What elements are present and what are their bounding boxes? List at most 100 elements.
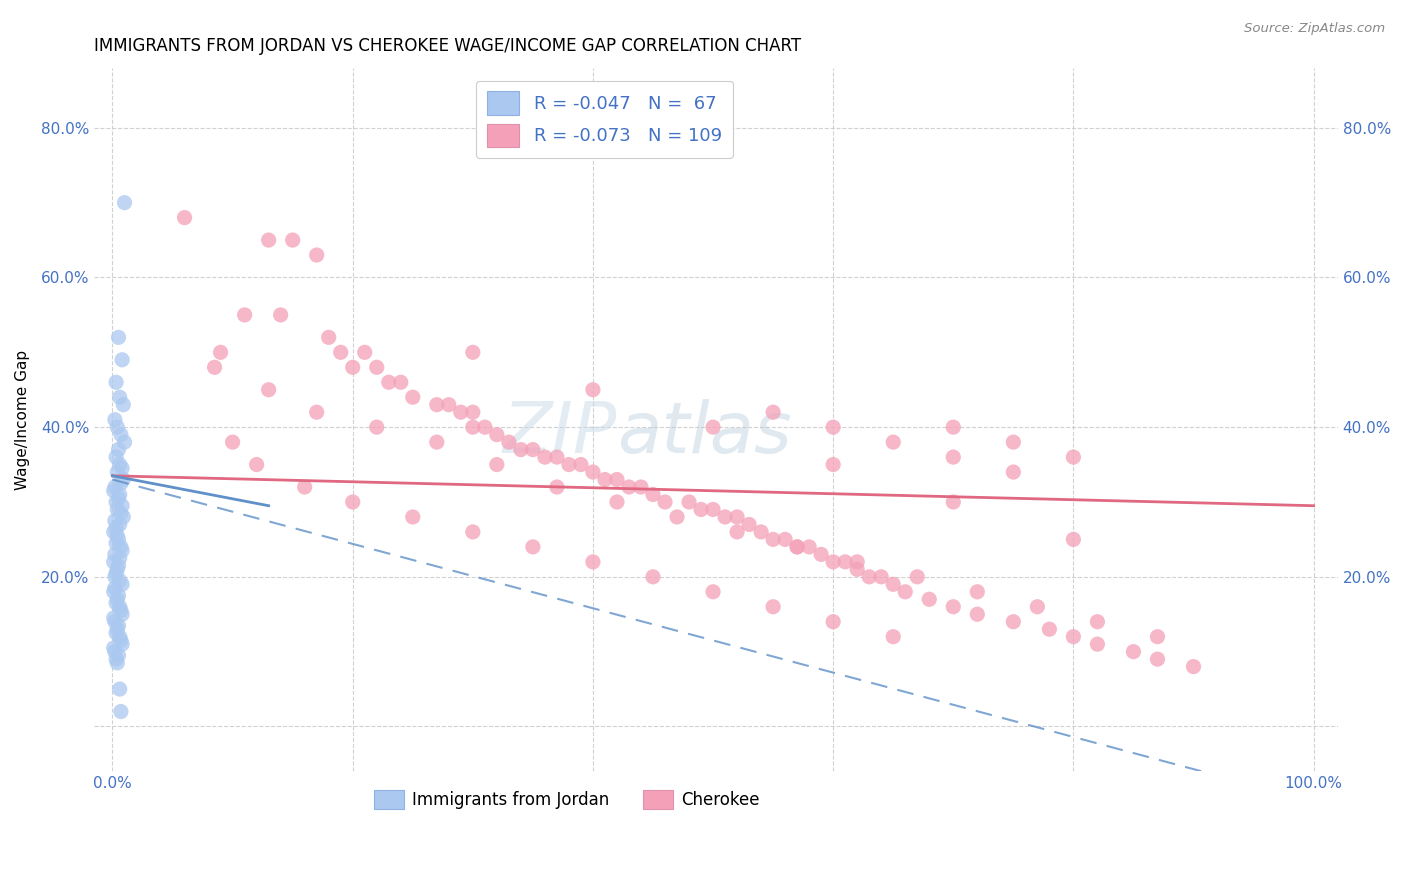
Point [108,390,131,404]
Point [104,514,127,528]
Point [108,487,131,501]
Point [107,533,129,547]
Point [105,450,128,464]
Point [474,420,496,434]
Point [112,510,135,524]
Point [108,574,131,588]
Point [834,555,856,569]
Point [110,540,132,554]
Point [104,547,127,561]
Point [103,555,125,569]
Point [402,510,425,524]
Point [353,345,375,359]
Point [1038,622,1060,636]
Point [221,435,243,450]
Point [485,458,508,472]
Point [846,562,869,576]
Point [762,533,785,547]
Point [105,656,128,670]
Point [233,308,256,322]
Point [702,502,724,516]
Point [582,555,605,569]
Point [1026,599,1049,614]
Point [108,681,131,696]
Point [112,473,135,487]
Point [105,562,128,576]
Point [725,524,748,539]
Point [389,376,412,390]
Point [702,420,724,434]
Point [110,705,132,719]
Point [107,618,129,632]
Point [522,442,544,457]
Text: IMMIGRANTS FROM JORDAN VS CHEROKEE WAGE/INCOME GAP CORRELATION CHART: IMMIGRANTS FROM JORDAN VS CHEROKEE WAGE/… [94,37,801,55]
Point [105,626,128,640]
Text: Source: ZipAtlas.com: Source: ZipAtlas.com [1244,22,1385,36]
Point [108,599,131,614]
Point [846,555,869,569]
Point [366,360,388,375]
Point [107,330,129,344]
Point [426,435,449,450]
Point [1002,465,1025,479]
Point [173,211,195,225]
Point [582,383,605,397]
Point [377,376,399,390]
Point [104,412,127,426]
Legend: Immigrants from Jordan, Cherokee: Immigrants from Jordan, Cherokee [367,783,766,816]
Point [450,405,472,419]
Point [678,495,700,509]
Point [114,195,136,210]
Point [111,543,134,558]
Point [246,458,269,472]
Point [810,547,832,561]
Point [461,420,484,434]
Point [105,465,128,479]
Point [257,383,280,397]
Point [1062,450,1084,464]
Point [509,442,531,457]
Point [582,465,605,479]
Point [111,461,134,475]
Point [110,427,132,442]
Point [107,648,129,663]
Point [318,330,340,344]
Point [105,622,128,636]
Point [786,540,808,554]
Point [797,540,820,554]
Point [546,450,568,464]
Point [666,510,689,524]
Point [103,524,125,539]
Point [402,390,425,404]
Point [773,533,796,547]
Point [617,480,640,494]
Point [305,405,328,419]
Point [823,615,845,629]
Point [105,521,128,535]
Point [110,603,132,617]
Point [305,248,328,262]
Point [1182,659,1205,673]
Point [107,491,129,506]
Text: ZIP: ZIP [502,400,617,468]
Point [461,345,484,359]
Y-axis label: Wage/Income Gap: Wage/Income Gap [15,350,30,490]
Point [105,536,128,550]
Point [112,398,135,412]
Point [558,458,581,472]
Point [641,487,664,501]
Point [1087,637,1109,651]
Text: atlas: atlas [617,400,792,468]
Point [498,435,520,450]
Point [108,458,131,472]
Point [1087,615,1109,629]
Point [329,345,352,359]
Point [111,577,134,591]
Point [882,435,904,450]
Point [209,345,232,359]
Point [104,645,127,659]
Point [204,360,226,375]
Point [105,652,128,666]
Point [105,495,128,509]
Point [111,352,134,367]
